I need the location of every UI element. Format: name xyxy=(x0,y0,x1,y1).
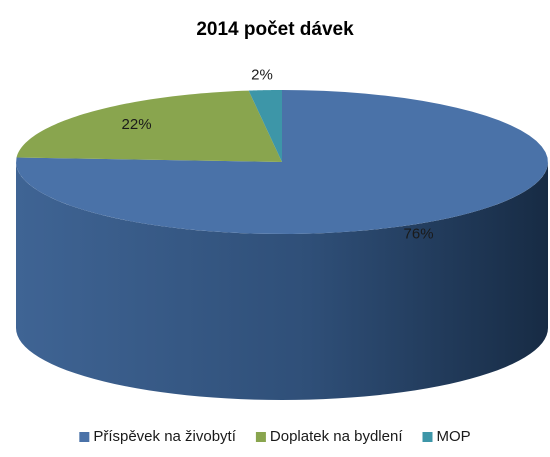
legend-swatch xyxy=(255,432,266,442)
legend-label: Příspěvek na živobytí xyxy=(93,428,236,445)
slice-top xyxy=(16,90,548,234)
legend-label: Doplatek na bydlení xyxy=(270,428,403,445)
legend-label: MOP xyxy=(437,428,471,445)
data-label: 2% xyxy=(251,67,273,84)
data-label: 76% xyxy=(404,226,434,243)
chart-title: 2014 počet dávek xyxy=(196,19,354,40)
legend-swatch xyxy=(422,432,433,442)
legend-swatch xyxy=(79,432,90,442)
slice-top xyxy=(248,90,282,162)
slice-top xyxy=(16,90,282,162)
slice-side xyxy=(16,162,548,400)
data-label: 22% xyxy=(122,116,152,133)
